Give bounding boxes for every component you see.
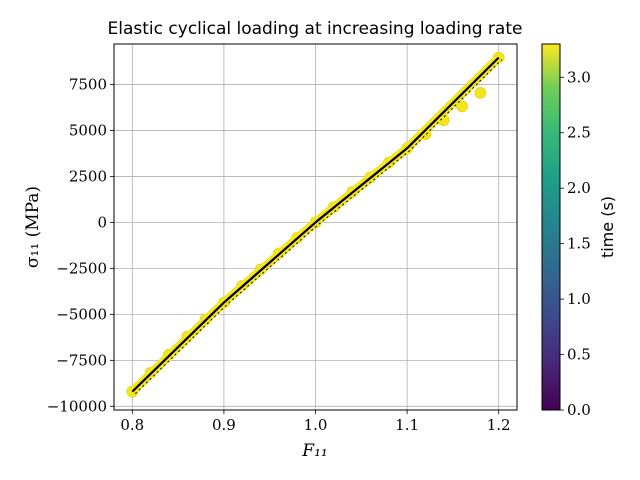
colorbar-axis: 0.0 0.5 1.0 1.5 2.0 2.5 3.0 (560, 68, 591, 419)
series-line-dotted (134, 59, 503, 394)
y-tick-label: 2500 (69, 167, 107, 185)
colorbar-tick-label: 1.0 (567, 290, 591, 308)
y-tick-label: −2500 (56, 259, 107, 277)
x-tick-label: 1.2 (487, 416, 511, 434)
data-marks (126, 51, 505, 398)
colorbar (541, 43, 561, 411)
x-axis-label: F₁₁ (301, 441, 327, 461)
x-axis: 0.8 0.9 1.0 1.1 1.2 (120, 410, 511, 434)
y-tick-label: −5000 (56, 305, 107, 323)
colorbar-tick-label: 2.0 (567, 179, 591, 197)
series-line (131, 56, 500, 393)
x-tick-label: 1.0 (304, 416, 328, 434)
colorbar-label: time (s) (598, 196, 617, 258)
colorbar-tick-label: 1.5 (567, 235, 591, 253)
x-tick-label: 1.1 (395, 416, 419, 434)
y-tick-label: 0 (97, 213, 107, 231)
colorbar-tick-label: 0.0 (567, 401, 591, 419)
x-tick-label: 0.8 (120, 416, 144, 434)
y-tick-label: 7500 (69, 75, 107, 93)
y-tick-label: −7500 (56, 351, 107, 369)
colorbar-tick-label: 0.5 (567, 346, 591, 364)
chart-title: Elastic cyclical loading at increasing l… (108, 19, 523, 39)
colorbar-tick-label: 2.5 (567, 124, 591, 142)
colorbar-tick-label: 3.0 (567, 68, 591, 86)
x-tick-label: 0.9 (212, 416, 236, 434)
data-point (474, 87, 487, 99)
grid (114, 44, 517, 410)
y-axis-label: σ₁₁ (MPa) (23, 186, 43, 268)
y-tick-label: 5000 (69, 121, 107, 139)
y-tick-label: −10000 (47, 397, 107, 415)
y-axis: −10000 −7500 −5000 −2500 0 2500 5000 7500 (47, 75, 114, 415)
data-point (456, 100, 468, 113)
